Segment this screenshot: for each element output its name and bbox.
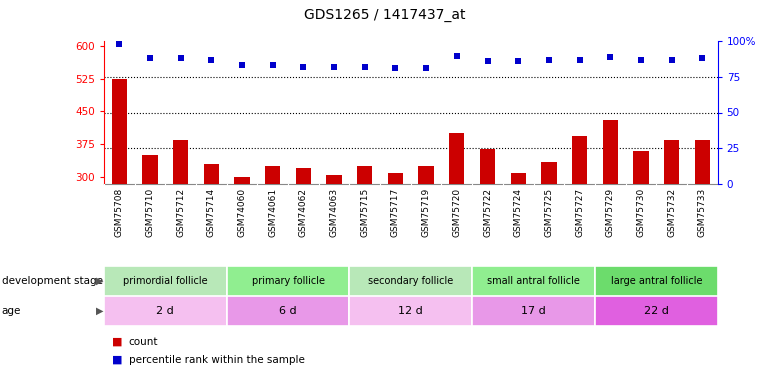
Text: count: count bbox=[129, 337, 158, 347]
Bar bbox=[104, 296, 226, 326]
Bar bbox=[603, 120, 618, 309]
Text: GSM75712: GSM75712 bbox=[176, 188, 185, 237]
Point bbox=[328, 64, 340, 70]
Bar bbox=[112, 78, 127, 309]
Text: GSM75724: GSM75724 bbox=[514, 188, 523, 237]
Text: GSM75732: GSM75732 bbox=[667, 188, 676, 237]
Point bbox=[144, 56, 156, 62]
Text: large antral follicle: large antral follicle bbox=[611, 276, 702, 286]
Bar bbox=[226, 296, 350, 326]
Text: primordial follicle: primordial follicle bbox=[123, 276, 208, 286]
Point bbox=[696, 56, 708, 62]
Bar bbox=[296, 168, 311, 309]
Text: GDS1265 / 1417437_at: GDS1265 / 1417437_at bbox=[304, 8, 466, 21]
Bar bbox=[664, 140, 679, 309]
Text: GSM75719: GSM75719 bbox=[422, 188, 430, 237]
Text: 12 d: 12 d bbox=[398, 306, 424, 316]
Bar bbox=[418, 166, 434, 309]
Text: ▶: ▶ bbox=[96, 276, 104, 286]
Text: GSM75710: GSM75710 bbox=[146, 188, 155, 237]
Bar bbox=[234, 177, 249, 309]
Text: 2 d: 2 d bbox=[156, 306, 174, 316]
Bar bbox=[326, 175, 342, 309]
Bar bbox=[572, 135, 588, 309]
Point bbox=[297, 64, 310, 70]
Point bbox=[113, 41, 126, 47]
Point bbox=[266, 63, 279, 69]
Text: GSM75730: GSM75730 bbox=[637, 188, 645, 237]
Point bbox=[390, 65, 402, 71]
Text: GSM75714: GSM75714 bbox=[207, 188, 216, 237]
Text: GSM75715: GSM75715 bbox=[360, 188, 370, 237]
Text: GSM75717: GSM75717 bbox=[391, 188, 400, 237]
Text: GSM74061: GSM74061 bbox=[268, 188, 277, 237]
Text: 17 d: 17 d bbox=[521, 306, 546, 316]
Point bbox=[634, 57, 647, 63]
Text: 22 d: 22 d bbox=[644, 306, 668, 316]
Text: GSM75708: GSM75708 bbox=[115, 188, 124, 237]
Point bbox=[420, 65, 432, 71]
Text: ■: ■ bbox=[112, 337, 122, 347]
Text: primary follicle: primary follicle bbox=[252, 276, 325, 286]
Point bbox=[359, 64, 371, 70]
Bar bbox=[695, 140, 710, 309]
Bar bbox=[511, 173, 526, 309]
Bar bbox=[173, 140, 189, 309]
Bar bbox=[472, 296, 595, 326]
Bar bbox=[104, 266, 226, 296]
Text: GSM75733: GSM75733 bbox=[698, 188, 707, 237]
Point bbox=[604, 54, 617, 60]
Point bbox=[665, 57, 678, 63]
Text: development stage: development stage bbox=[2, 276, 102, 286]
Bar bbox=[204, 164, 219, 309]
Text: GSM74063: GSM74063 bbox=[330, 188, 339, 237]
Bar bbox=[142, 155, 158, 309]
Text: GSM75722: GSM75722 bbox=[483, 188, 492, 237]
Text: GSM74060: GSM74060 bbox=[237, 188, 246, 237]
Text: age: age bbox=[2, 306, 21, 316]
Point bbox=[175, 56, 187, 62]
Bar bbox=[350, 266, 472, 296]
Bar bbox=[350, 296, 472, 326]
Bar bbox=[595, 296, 718, 326]
Point bbox=[236, 63, 248, 69]
Text: small antral follicle: small antral follicle bbox=[487, 276, 580, 286]
Text: ■: ■ bbox=[112, 355, 122, 365]
Bar bbox=[265, 166, 280, 309]
Bar bbox=[226, 266, 350, 296]
Bar bbox=[633, 151, 648, 309]
Text: GSM75729: GSM75729 bbox=[606, 188, 614, 237]
Bar bbox=[472, 266, 595, 296]
Text: GSM75727: GSM75727 bbox=[575, 188, 584, 237]
Bar bbox=[357, 166, 373, 309]
Bar bbox=[388, 173, 403, 309]
Point bbox=[450, 53, 463, 58]
Bar bbox=[595, 266, 718, 296]
Text: GSM75720: GSM75720 bbox=[452, 188, 461, 237]
Text: ▶: ▶ bbox=[96, 306, 104, 316]
Bar bbox=[480, 148, 495, 309]
Text: 6 d: 6 d bbox=[280, 306, 297, 316]
Text: secondary follicle: secondary follicle bbox=[368, 276, 454, 286]
Point bbox=[543, 57, 555, 63]
Point bbox=[512, 58, 524, 64]
Bar bbox=[541, 162, 557, 309]
Text: GSM75725: GSM75725 bbox=[544, 188, 554, 237]
Text: percentile rank within the sample: percentile rank within the sample bbox=[129, 355, 304, 365]
Point bbox=[574, 57, 586, 63]
Point bbox=[205, 57, 217, 63]
Text: GSM74062: GSM74062 bbox=[299, 188, 308, 237]
Point bbox=[481, 58, 494, 64]
Bar bbox=[449, 134, 464, 309]
